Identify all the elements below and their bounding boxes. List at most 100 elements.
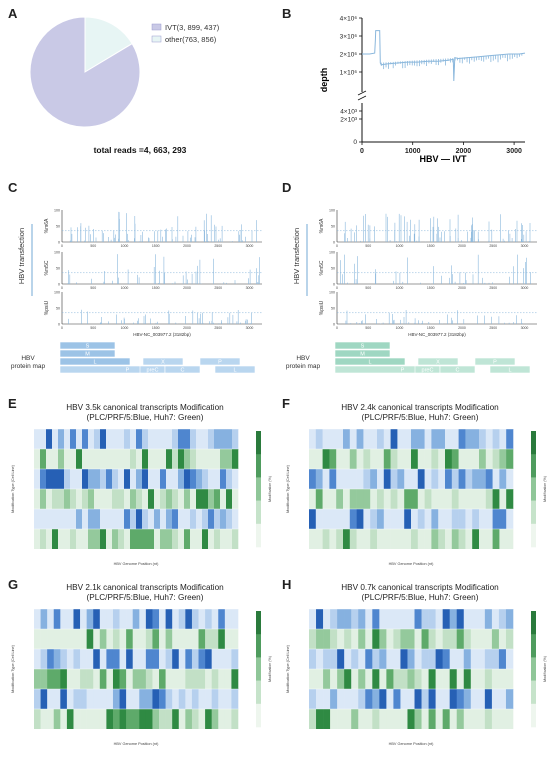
heatmap-cell [322, 509, 330, 529]
heatmap-cell [343, 429, 351, 449]
heatmap-cell [139, 689, 147, 709]
track-x-tick-label: 2000 [458, 244, 466, 248]
heatmap-cell [316, 649, 324, 669]
heatmap-cell [499, 449, 507, 469]
track-y-tick-label: 50 [56, 225, 60, 229]
heatmap-cell [431, 529, 439, 549]
colorbar-segment [256, 657, 261, 681]
heatmap-cell [372, 649, 380, 669]
heatmap-cell [463, 629, 472, 649]
heatmap-cell [190, 449, 197, 469]
heatmap-cell [224, 609, 232, 629]
heatmap-cell [70, 489, 77, 509]
heatmap-cell [400, 649, 408, 669]
heatmap-cell [142, 489, 149, 509]
heatmap-cell [198, 669, 206, 689]
heatmap-cell [435, 649, 443, 669]
heatmap-cell [70, 429, 77, 449]
heatmap-cell [214, 469, 221, 489]
protein-map-box-label: C [181, 368, 185, 374]
heatmap-cell [70, 509, 77, 529]
track-y-tick-label: 100 [329, 291, 335, 295]
heatmap-cell [344, 629, 352, 649]
heatmap-cell [64, 489, 71, 509]
heatmap-cell [370, 489, 378, 509]
heatmap-cell [73, 609, 81, 629]
heatmap-cell [390, 489, 398, 509]
heatmap-cell [73, 669, 81, 689]
heatmap-cell [438, 529, 446, 549]
heatmap-cell [411, 529, 419, 549]
heatmap-cell [438, 449, 446, 469]
heatmap-cell [417, 529, 425, 549]
heatmap-f: Modification Type (Cell Line) HBV Genome … [286, 428, 547, 566]
heatmap-cell [417, 449, 425, 469]
heatmap-cell [484, 669, 493, 689]
heatmap-cell [407, 689, 415, 709]
heatmap-cell [86, 669, 94, 689]
heatmap-cell [73, 649, 81, 669]
heatmap-cell [86, 629, 94, 649]
heatmap-cell [414, 649, 422, 669]
heatmap-cell [60, 629, 68, 649]
heatmap-cell [424, 469, 432, 489]
heatmap-cell [52, 529, 59, 549]
heatmap-cell [202, 529, 209, 549]
protein-map-box-label: P [126, 368, 130, 374]
heatmap-cell [397, 529, 405, 549]
heatmap-cell [118, 529, 125, 549]
heatmap-cell [82, 449, 89, 469]
heatmap-cell [34, 709, 41, 729]
colorbar-segment [531, 523, 536, 548]
heatmap-cell [211, 609, 219, 629]
heatmap-cell [449, 669, 458, 689]
heatmap-cell [76, 509, 83, 529]
heatmap-cell [400, 709, 408, 729]
heatmap-cell [224, 709, 232, 729]
heatmap-cell [472, 469, 480, 489]
track-x-tick-label: 3000 [521, 286, 529, 290]
heatmap-cell [53, 669, 61, 689]
heatmap-cell [178, 669, 186, 689]
heatmap-cell [185, 609, 193, 629]
track-x-tick-label: 1500 [152, 326, 160, 330]
heatmap-cell [196, 529, 203, 549]
protein-map-label: protein map [11, 363, 46, 370]
heatmap-cell [337, 669, 345, 689]
heatmap-g: Modification Type (Cell Line) HBV Genome … [11, 608, 272, 746]
heatmap-cell [372, 669, 380, 689]
heatmap-cell [465, 429, 473, 449]
heatmap-cell [40, 709, 48, 729]
heatmap-cell [442, 629, 450, 649]
colorbar-segment [531, 680, 536, 705]
heatmap-cell [40, 529, 47, 549]
protein-map-box-label: L [93, 360, 96, 366]
heatmap-cell [165, 609, 173, 629]
heatmap-cell [309, 489, 317, 509]
heatmap-cell [365, 689, 373, 709]
heatmap-cell [178, 709, 186, 729]
heatmap-cell [414, 629, 422, 649]
heatmap-cell [435, 709, 443, 729]
track-x-tick-label: 2500 [214, 326, 222, 330]
heatmap-cell [73, 709, 81, 729]
heatmap-cell [86, 709, 94, 729]
heatmap-cell [390, 509, 398, 529]
track-x-tick-label: 2000 [183, 326, 191, 330]
colorbar-label: Modification (%) [268, 476, 272, 502]
x-tick-label: 2000 [456, 148, 472, 155]
heatmap-cell [485, 529, 493, 549]
heatmap-cell [377, 449, 385, 469]
heatmap-cell [211, 629, 219, 649]
pie-slice-other [84, 16, 133, 73]
heatmap-cell [184, 429, 191, 449]
heatmap-cell [145, 669, 153, 689]
heatmap-cell [309, 629, 317, 649]
heatmap-cell [506, 509, 514, 529]
heatmap-cell [80, 649, 87, 669]
heatmap-cell [411, 469, 419, 489]
heatmap-cell [477, 609, 486, 629]
protein-map-box-label: P [493, 360, 497, 366]
heatmap-cell [484, 649, 493, 669]
heatmap-cell [106, 649, 114, 669]
